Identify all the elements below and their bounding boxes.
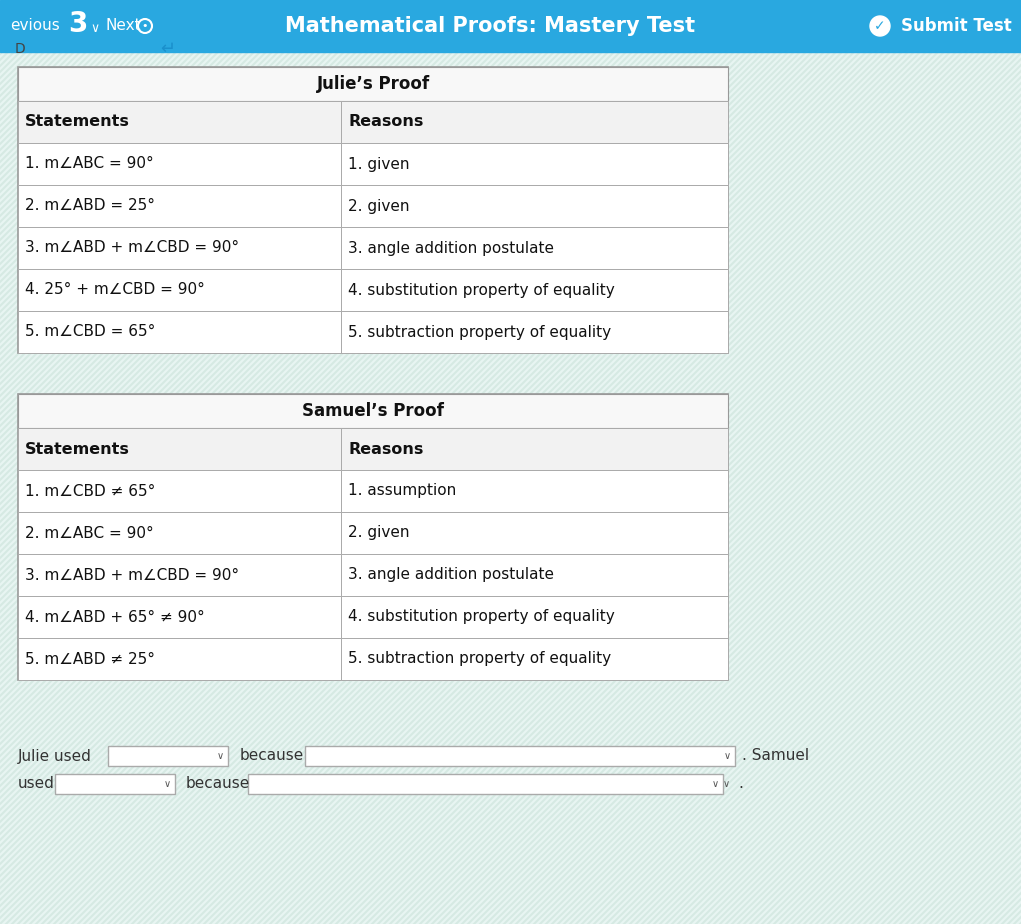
- Bar: [341, 554, 728, 596]
- Bar: [18, 185, 341, 227]
- Bar: [108, 746, 228, 766]
- Bar: [18, 428, 341, 470]
- Bar: [55, 774, 175, 794]
- Text: ∨: ∨: [90, 21, 99, 34]
- Text: 3. angle addition postulate: 3. angle addition postulate: [348, 567, 554, 582]
- Bar: [18, 638, 341, 680]
- Text: Reasons: Reasons: [348, 442, 424, 456]
- Text: Samuel’s Proof: Samuel’s Proof: [302, 402, 444, 420]
- Bar: [341, 311, 728, 353]
- Text: 1. given: 1. given: [348, 156, 409, 172]
- Bar: [18, 596, 341, 638]
- Text: •: •: [142, 21, 148, 31]
- Bar: [0, 0, 1021, 52]
- Bar: [341, 638, 728, 680]
- Bar: [341, 227, 728, 269]
- Text: 1. assumption: 1. assumption: [348, 483, 456, 499]
- Text: 3. m∠ABD + m∠CBD = 90°: 3. m∠ABD + m∠CBD = 90°: [25, 240, 239, 256]
- Text: D: D: [15, 42, 26, 56]
- Text: evious: evious: [10, 18, 60, 33]
- Text: Submit Test: Submit Test: [902, 17, 1012, 35]
- Text: Julie used: Julie used: [18, 748, 92, 763]
- Text: 2. given: 2. given: [348, 526, 409, 541]
- Bar: [341, 470, 728, 512]
- Text: 3. angle addition postulate: 3. angle addition postulate: [348, 240, 554, 256]
- Bar: [341, 428, 728, 470]
- Text: 4. 25° + m∠CBD = 90°: 4. 25° + m∠CBD = 90°: [25, 283, 205, 298]
- Bar: [18, 227, 341, 269]
- Text: 5. subtraction property of equality: 5. subtraction property of equality: [348, 324, 612, 339]
- Bar: [341, 185, 728, 227]
- Text: Statements: Statements: [25, 442, 130, 456]
- Text: ∨: ∨: [723, 779, 730, 789]
- Text: 4. substitution property of equality: 4. substitution property of equality: [348, 283, 615, 298]
- Bar: [341, 143, 728, 185]
- Bar: [18, 554, 341, 596]
- Text: ↵: ↵: [160, 40, 176, 58]
- Text: ∨: ∨: [164, 779, 171, 789]
- Text: .: .: [738, 776, 743, 792]
- Text: used: used: [18, 776, 55, 792]
- Text: 1. m∠CBD ≠ 65°: 1. m∠CBD ≠ 65°: [25, 483, 155, 499]
- Text: Mathematical Proofs: Mastery Test: Mathematical Proofs: Mastery Test: [285, 16, 695, 36]
- Text: 3: 3: [68, 10, 88, 38]
- Bar: [18, 269, 341, 311]
- Bar: [341, 512, 728, 554]
- Text: Statements: Statements: [25, 115, 130, 129]
- Text: 1. m∠ABC = 90°: 1. m∠ABC = 90°: [25, 156, 154, 172]
- Bar: [341, 596, 728, 638]
- Text: 5. subtraction property of equality: 5. subtraction property of equality: [348, 651, 612, 666]
- Bar: [341, 101, 728, 143]
- Bar: [18, 101, 341, 143]
- Bar: [18, 311, 341, 353]
- Text: ✓: ✓: [874, 19, 886, 33]
- Circle shape: [870, 16, 890, 36]
- Bar: [305, 746, 735, 766]
- Text: 2. given: 2. given: [348, 199, 409, 213]
- Bar: [18, 67, 728, 101]
- Text: 5. m∠ABD ≠ 25°: 5. m∠ABD ≠ 25°: [25, 651, 155, 666]
- Text: Next: Next: [105, 18, 141, 33]
- Bar: [18, 470, 341, 512]
- Text: 4. substitution property of equality: 4. substitution property of equality: [348, 610, 615, 625]
- Text: because: because: [240, 748, 304, 763]
- Text: because: because: [186, 776, 250, 792]
- Bar: [341, 269, 728, 311]
- Bar: [248, 774, 723, 794]
- Text: ∨: ∨: [712, 779, 719, 789]
- Bar: [18, 394, 728, 680]
- Bar: [18, 512, 341, 554]
- Text: 5. m∠CBD = 65°: 5. m∠CBD = 65°: [25, 324, 155, 339]
- Text: Julie’s Proof: Julie’s Proof: [317, 75, 430, 93]
- Bar: [18, 143, 341, 185]
- Text: 2. m∠ABD = 25°: 2. m∠ABD = 25°: [25, 199, 155, 213]
- Bar: [18, 67, 728, 353]
- Text: ∨: ∨: [724, 751, 731, 761]
- Text: 2. m∠ABC = 90°: 2. m∠ABC = 90°: [25, 526, 154, 541]
- Bar: [18, 394, 728, 428]
- Text: Reasons: Reasons: [348, 115, 424, 129]
- Text: . Samuel: . Samuel: [742, 748, 809, 763]
- Text: ∨: ∨: [216, 751, 224, 761]
- Text: 3. m∠ABD + m∠CBD = 90°: 3. m∠ABD + m∠CBD = 90°: [25, 567, 239, 582]
- Text: 4. m∠ABD + 65° ≠ 90°: 4. m∠ABD + 65° ≠ 90°: [25, 610, 205, 625]
